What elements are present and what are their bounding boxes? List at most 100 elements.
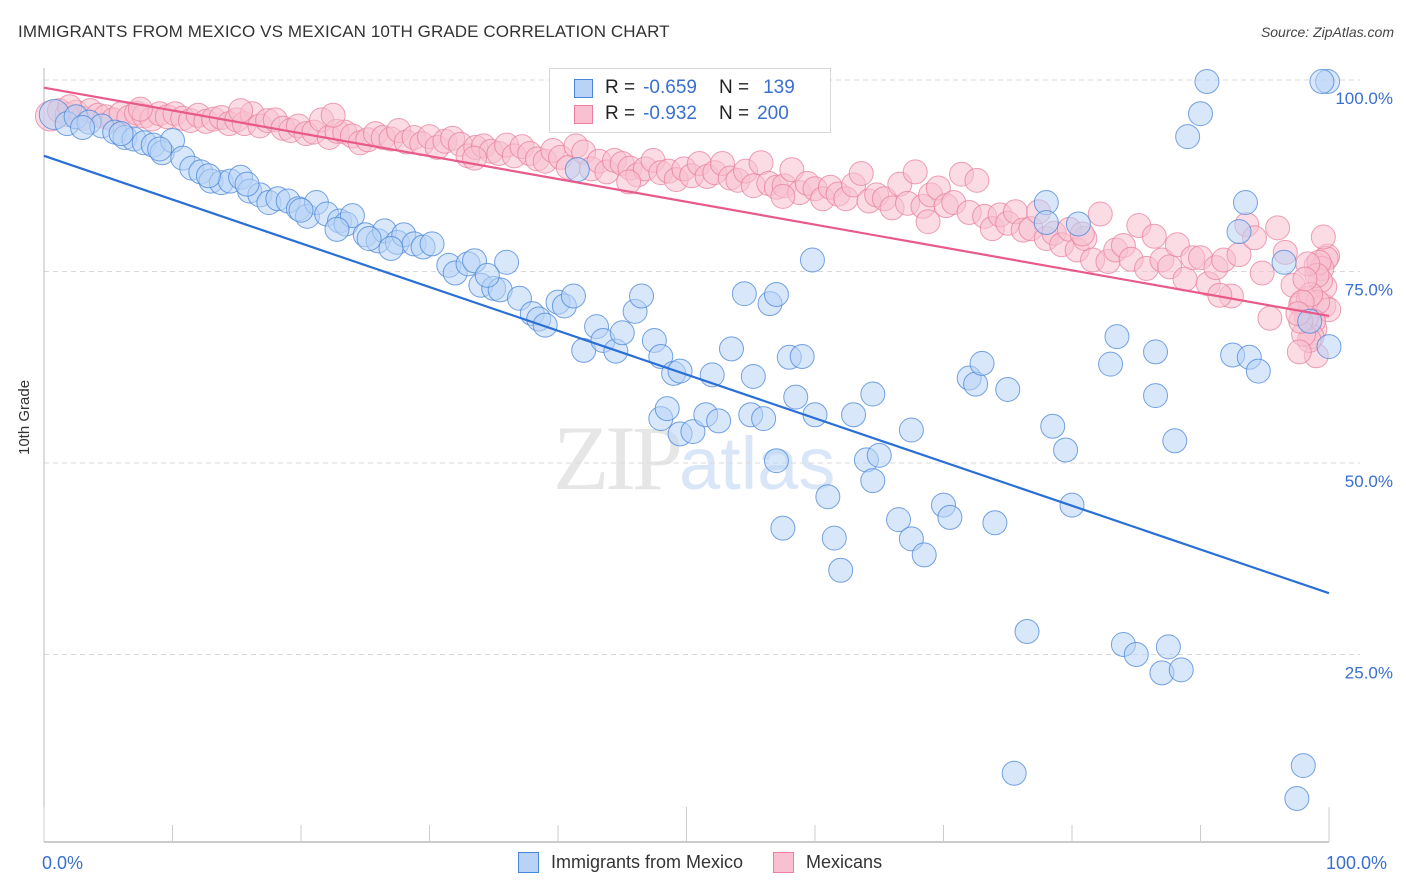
point-immigrants: [494, 249, 520, 275]
point-mexicans: [616, 169, 642, 195]
point-immigrants: [564, 157, 590, 183]
point-immigrants: [1194, 69, 1220, 95]
point-immigrants: [532, 312, 558, 338]
point-immigrants: [1316, 334, 1342, 360]
x-tick-label-min: 0.0%: [42, 853, 84, 873]
legend-swatch-blue: [574, 78, 593, 98]
point-immigrants: [770, 515, 796, 541]
series-immigrants-points: [38, 69, 1342, 812]
point-immigrants: [654, 396, 680, 422]
point-immigrants: [860, 468, 886, 494]
point-mexicans: [228, 98, 254, 124]
point-immigrants: [648, 344, 674, 370]
point-mexicans: [1257, 305, 1283, 331]
series-mexicans-points: [34, 94, 1342, 369]
point-immigrants: [841, 402, 867, 428]
point-immigrants: [763, 448, 789, 474]
legend-box: R = -0.659 N = 139 R = -0.932 N = 200: [549, 68, 831, 133]
point-immigrants: [1226, 219, 1252, 245]
legend-n-label: N =: [718, 77, 750, 98]
legend-r-value: -0.932: [643, 103, 697, 124]
point-mexicans: [964, 167, 990, 193]
bottom-legend-label: Immigrants from Mexico: [551, 852, 744, 872]
point-immigrants: [378, 236, 404, 262]
bottom-legend-label: Mexicans: [806, 852, 883, 872]
legend-r-value: -0.659: [643, 77, 697, 98]
point-immigrants: [982, 510, 1008, 536]
y-tick-label: 75.0%: [1345, 281, 1393, 300]
point-immigrants: [70, 114, 96, 140]
point-mexicans: [1087, 201, 1113, 227]
point-immigrants: [147, 136, 173, 162]
point-immigrants: [860, 381, 886, 407]
point-immigrants: [1188, 101, 1213, 127]
point-immigrants: [706, 408, 732, 434]
point-immigrants: [108, 121, 134, 147]
point-immigrants: [234, 171, 260, 197]
point-immigrants: [937, 504, 963, 530]
point-mexicans: [1141, 223, 1167, 249]
point-immigrants: [799, 247, 825, 273]
point-immigrants: [740, 363, 766, 389]
point-immigrants: [821, 525, 847, 551]
point-immigrants: [324, 216, 350, 242]
point-immigrants: [911, 542, 937, 568]
point-mexicans: [1286, 339, 1312, 365]
point-immigrants: [1033, 209, 1059, 235]
point-mexicans: [127, 96, 153, 122]
bottom-legend-immigrants: Immigrants from Mexico: [518, 852, 743, 873]
point-immigrants: [1297, 308, 1323, 334]
point-immigrants: [751, 406, 777, 432]
point-immigrants: [1123, 642, 1149, 667]
point-immigrants: [1290, 753, 1316, 779]
legend-n-label: N =: [718, 103, 750, 124]
trend-line-mexicans: [43, 86, 1330, 318]
point-immigrants: [886, 507, 912, 533]
point-immigrants: [898, 417, 924, 443]
point-mexicans: [1249, 260, 1275, 286]
point-immigrants: [680, 419, 706, 445]
point-immigrants: [195, 163, 221, 189]
point-immigrants: [1001, 760, 1027, 786]
point-immigrants: [560, 283, 586, 309]
point-immigrants: [356, 226, 382, 252]
point-immigrants: [969, 350, 995, 376]
bottom-legend-swatch-blue: [518, 852, 539, 873]
y-tick-label: 50.0%: [1345, 472, 1393, 491]
point-mexicans: [1265, 215, 1291, 241]
y-tick-labels: 25.0% 50.0% 75.0% 100.0%: [1335, 89, 1393, 683]
point-immigrants: [667, 358, 693, 384]
point-mexicans: [1292, 266, 1318, 292]
point-immigrants: [763, 281, 789, 307]
point-immigrants: [1271, 249, 1297, 275]
point-immigrants: [1175, 124, 1201, 150]
point-immigrants: [1232, 190, 1258, 216]
legend-row-immigrants: R = -0.659 N = 139: [574, 75, 795, 101]
point-immigrants: [828, 557, 854, 583]
source-credit: Source: ZipAtlas.com: [1260, 24, 1394, 40]
point-immigrants: [815, 484, 841, 510]
legend-n-value: 139: [763, 77, 795, 98]
point-immigrants: [1098, 351, 1124, 377]
point-immigrants: [1143, 339, 1169, 365]
legend-r-label: R =: [605, 77, 636, 98]
point-immigrants: [1284, 786, 1310, 812]
point-immigrants: [1104, 324, 1130, 350]
legend-swatch-pink: [574, 104, 593, 124]
bottom-legend: Immigrants from Mexico Mexicans: [518, 852, 912, 873]
point-immigrants: [995, 376, 1021, 402]
point-immigrants: [866, 442, 892, 468]
point-immigrants: [609, 320, 635, 346]
trend-lines: [43, 86, 1330, 595]
point-immigrants: [629, 283, 655, 309]
chart-title: IMMIGRANTS FROM MEXICO VS MEXICAN 10TH G…: [18, 22, 670, 41]
point-mexicans: [915, 209, 941, 235]
legend-n-value: 200: [757, 103, 789, 124]
point-mexicans: [902, 159, 928, 185]
point-immigrants: [1168, 657, 1194, 683]
point-immigrants: [783, 384, 809, 410]
point-immigrants: [1040, 413, 1066, 439]
legend-r-label: R =: [605, 103, 636, 124]
point-mexicans: [770, 183, 796, 209]
